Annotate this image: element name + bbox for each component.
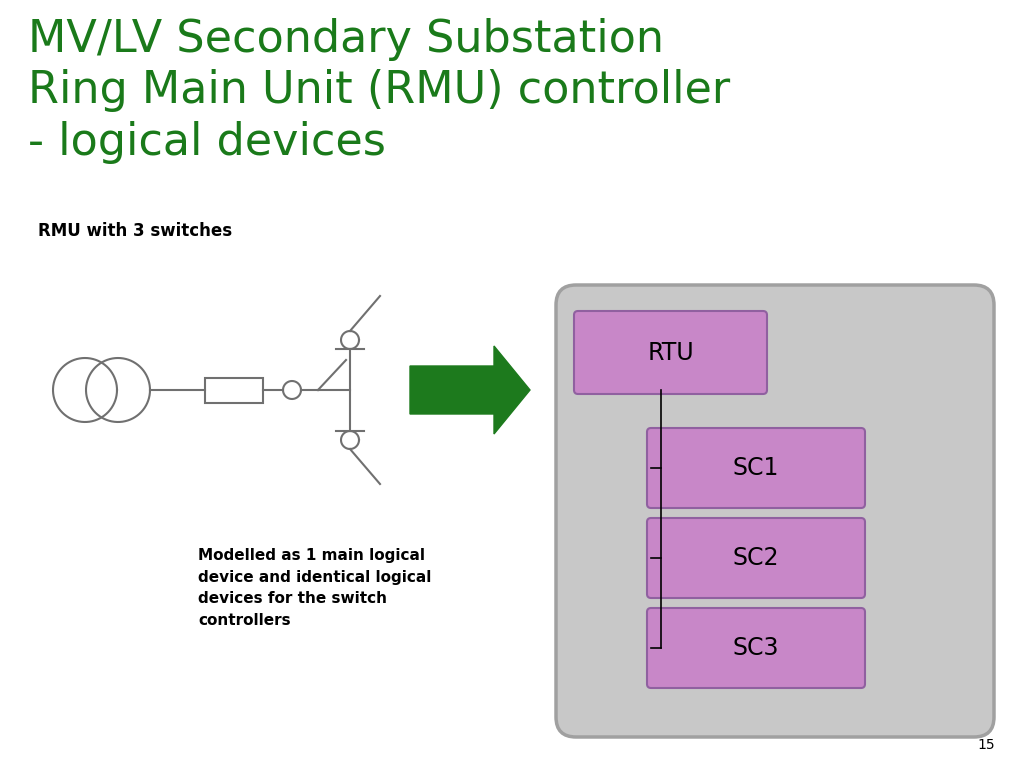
- Polygon shape: [410, 346, 530, 434]
- Text: SC1: SC1: [733, 456, 779, 480]
- Text: SC3: SC3: [733, 636, 779, 660]
- FancyBboxPatch shape: [647, 608, 865, 688]
- FancyBboxPatch shape: [647, 518, 865, 598]
- FancyBboxPatch shape: [574, 311, 767, 394]
- Bar: [205, 378, 263, 403]
- Text: SC2: SC2: [733, 546, 779, 570]
- Text: 15: 15: [977, 738, 995, 752]
- Text: MV/LV Secondary Substation
Ring Main Unit (RMU) controller
- logical devices: MV/LV Secondary Substation Ring Main Uni…: [28, 18, 730, 164]
- Text: RTU: RTU: [647, 340, 694, 365]
- Text: Modelled as 1 main logical
device and identical logical
devices for the switch
c: Modelled as 1 main logical device and id…: [198, 548, 431, 627]
- Text: RMU with 3 switches: RMU with 3 switches: [38, 222, 232, 240]
- FancyBboxPatch shape: [556, 285, 994, 737]
- FancyBboxPatch shape: [647, 428, 865, 508]
